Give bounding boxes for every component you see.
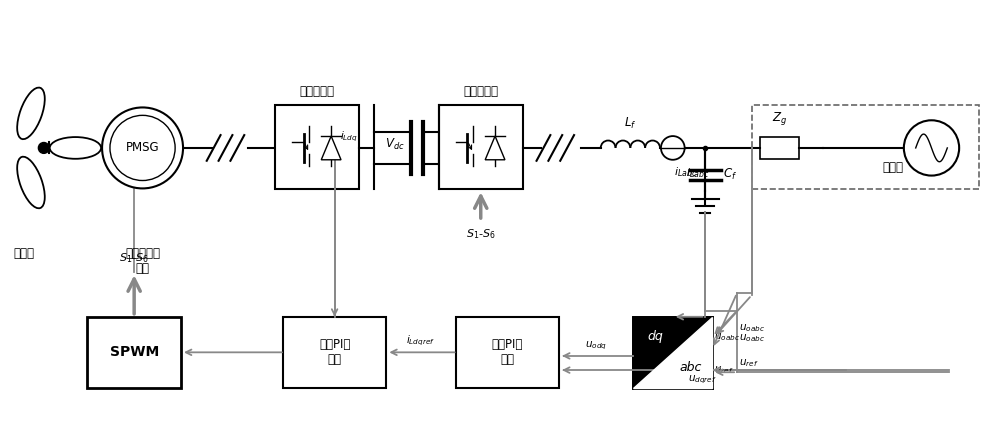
Circle shape (110, 115, 175, 180)
Bar (752, 106, 979, 190)
Text: 弱电网: 弱电网 (882, 160, 903, 174)
Text: $u_{ref}$: $u_{ref}$ (714, 364, 734, 376)
Ellipse shape (50, 137, 101, 159)
Text: $u_{oabc}$: $u_{oabc}$ (714, 331, 740, 343)
Ellipse shape (17, 157, 45, 208)
Text: $u_{dqref}$: $u_{dqref}$ (688, 374, 717, 386)
Circle shape (102, 107, 183, 188)
Text: $C_f$: $C_f$ (723, 167, 737, 182)
Text: $u_{oabc}$: $u_{oabc}$ (739, 332, 765, 344)
Text: $V_{dc}$: $V_{dc}$ (385, 137, 405, 152)
Text: $i_{Ldqref}$: $i_{Ldqref}$ (406, 334, 436, 348)
Bar (283, 317, 386, 388)
Text: $u_{odq}$: $u_{odq}$ (585, 339, 607, 352)
Text: $i_{Labc}$: $i_{Labc}$ (674, 165, 697, 179)
Text: 永磁同步发
电机: 永磁同步发 电机 (125, 247, 160, 274)
Bar (439, 106, 523, 190)
Text: 网侧变流器: 网侧变流器 (463, 84, 498, 98)
Text: $Z_g$: $Z_g$ (772, 110, 787, 127)
Bar (633, 317, 712, 388)
Text: $L_f$: $L_f$ (624, 116, 637, 131)
Bar (275, 106, 359, 190)
Text: 风力机: 风力机 (14, 247, 35, 259)
Text: 机侧变流器: 机侧变流器 (299, 84, 334, 98)
Text: $u_{oabc}$: $u_{oabc}$ (739, 322, 765, 334)
Bar (760, 137, 799, 159)
Text: 电压PI控
制器: 电压PI控 制器 (492, 338, 523, 366)
Bar (87, 317, 181, 388)
Circle shape (38, 142, 49, 153)
Text: abc: abc (679, 362, 702, 374)
Polygon shape (321, 136, 341, 160)
Text: 电流PI控
制器: 电流PI控 制器 (319, 338, 350, 366)
Text: $u_{ref}$: $u_{ref}$ (739, 358, 758, 369)
Text: $i_{Labc}$: $i_{Labc}$ (686, 166, 709, 179)
Bar (633, 317, 712, 388)
Ellipse shape (17, 88, 45, 139)
Text: PMSG: PMSG (126, 141, 159, 154)
Text: $S_1$-$S_6$: $S_1$-$S_6$ (466, 227, 496, 241)
Polygon shape (633, 317, 712, 388)
Text: $i_{Ldq}$: $i_{Ldq}$ (340, 130, 357, 144)
Text: dq: dq (647, 330, 663, 343)
Text: $S_1$-$S_6$: $S_1$-$S_6$ (119, 251, 149, 266)
Circle shape (904, 120, 959, 175)
Bar (456, 317, 559, 388)
Text: SPWM: SPWM (110, 345, 159, 359)
Polygon shape (485, 136, 505, 160)
Circle shape (661, 136, 685, 160)
